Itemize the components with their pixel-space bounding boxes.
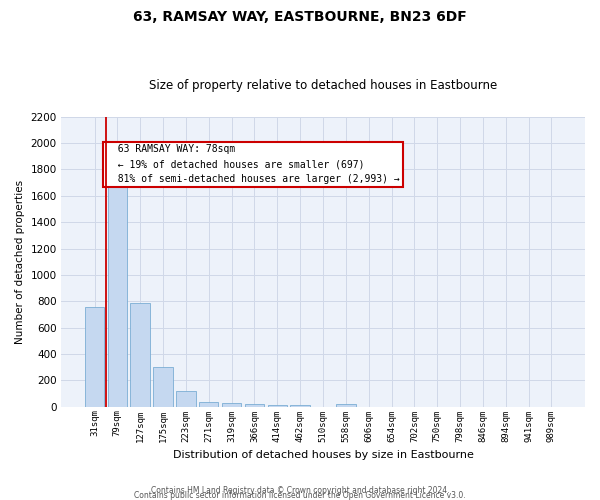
Bar (199, 402, 218, 406)
Bar (245, 404, 264, 406)
Bar (130, 302, 150, 406)
Text: Contains HM Land Registry data © Crown copyright and database right 2024.: Contains HM Land Registry data © Crown c… (151, 486, 449, 495)
Bar (222, 404, 241, 406)
Bar (336, 404, 356, 406)
Bar (85, 306, 104, 406)
Bar (107, 186, 127, 406)
Text: 63 RAMSAY WAY: 78sqm
  ← 19% of detached houses are smaller (697)
  81% of semi-: 63 RAMSAY WAY: 78sqm ← 19% of detached h… (106, 144, 400, 184)
X-axis label: Distribution of detached houses by size in Eastbourne: Distribution of detached houses by size … (173, 450, 473, 460)
Text: Contains public sector information licensed under the Open Government Licence v3: Contains public sector information licen… (134, 491, 466, 500)
Bar (290, 404, 310, 406)
Y-axis label: Number of detached properties: Number of detached properties (15, 180, 25, 344)
Bar (154, 367, 173, 406)
Bar (268, 404, 287, 406)
Title: Size of property relative to detached houses in Eastbourne: Size of property relative to detached ho… (149, 79, 497, 92)
Bar (176, 391, 196, 406)
Text: 63, RAMSAY WAY, EASTBOURNE, BN23 6DF: 63, RAMSAY WAY, EASTBOURNE, BN23 6DF (133, 10, 467, 24)
